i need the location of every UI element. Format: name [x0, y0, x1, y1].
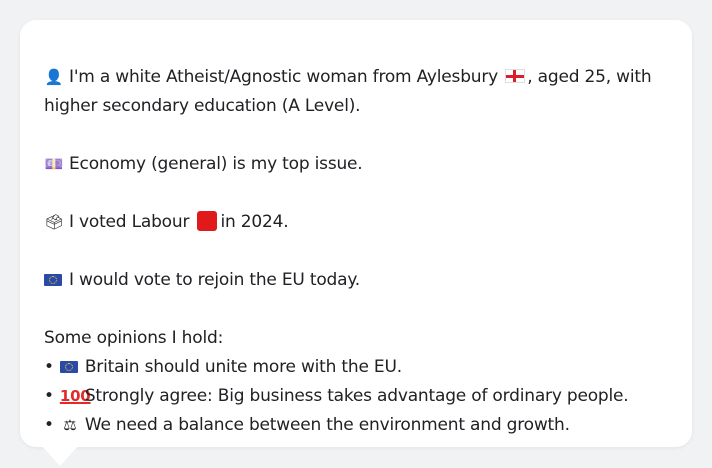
ballot-box-icon: 🗳 — [44, 213, 64, 231]
eu-vote-line: I would vote to rejoin the EU today. — [44, 266, 668, 295]
vote-suffix: in 2024. — [220, 212, 289, 232]
opinion-text: We need a balance between the environmen… — [84, 415, 570, 435]
eu-flag-icon — [44, 274, 62, 286]
vote-prefix: I voted Labour — [69, 212, 190, 232]
balance-scale-icon: ⚖ — [63, 416, 77, 434]
top-issue-line: 💷 Economy (general) is my top issue. — [44, 150, 668, 179]
banknote-icon: 💷 — [44, 155, 64, 173]
profile-card: 👤 I'm a white Atheist/Agnostic woman from… — [20, 20, 692, 447]
person-icon: 👤 — [44, 68, 64, 86]
opinion-text: Britain should unite more with the EU. — [84, 357, 402, 377]
identity-text: I'm a white Atheist/Agnostic woman from … — [69, 67, 499, 87]
opinion-item: • Britain should unite more with the EU. — [44, 353, 668, 382]
opinion-text: Strongly agree: Big business takes advan… — [84, 386, 629, 406]
vote-line: 🗳 I voted Labour in 2024. — [44, 208, 668, 237]
identity-line-2: higher secondary education (A Level). — [44, 96, 361, 116]
bullet: • — [44, 357, 54, 377]
opinion-item: • ⚖ We need a balance between the environm… — [44, 411, 668, 440]
eu-vote-text: I would vote to rejoin the EU today. — [69, 270, 360, 290]
england-flag-icon — [505, 69, 526, 83]
identity-suffix: , aged 25, with — [527, 67, 652, 87]
bullet: • — [44, 415, 54, 435]
hundred-points-icon: 100 — [59, 387, 91, 405]
eu-flag-icon — [59, 361, 78, 373]
labour-red-square-icon — [197, 211, 218, 231]
identity-line-1: 👤 I'm a white Atheist/Agnostic woman from… — [44, 63, 668, 92]
bullet: • — [44, 386, 54, 406]
opinions-title: Some opinions I hold: — [44, 328, 224, 348]
top-issue-text: Economy (general) is my top issue. — [69, 154, 363, 174]
opinion-item: • 100Strongly agree: Big business takes a… — [44, 382, 668, 411]
speech-bubble-tail — [42, 446, 78, 466]
